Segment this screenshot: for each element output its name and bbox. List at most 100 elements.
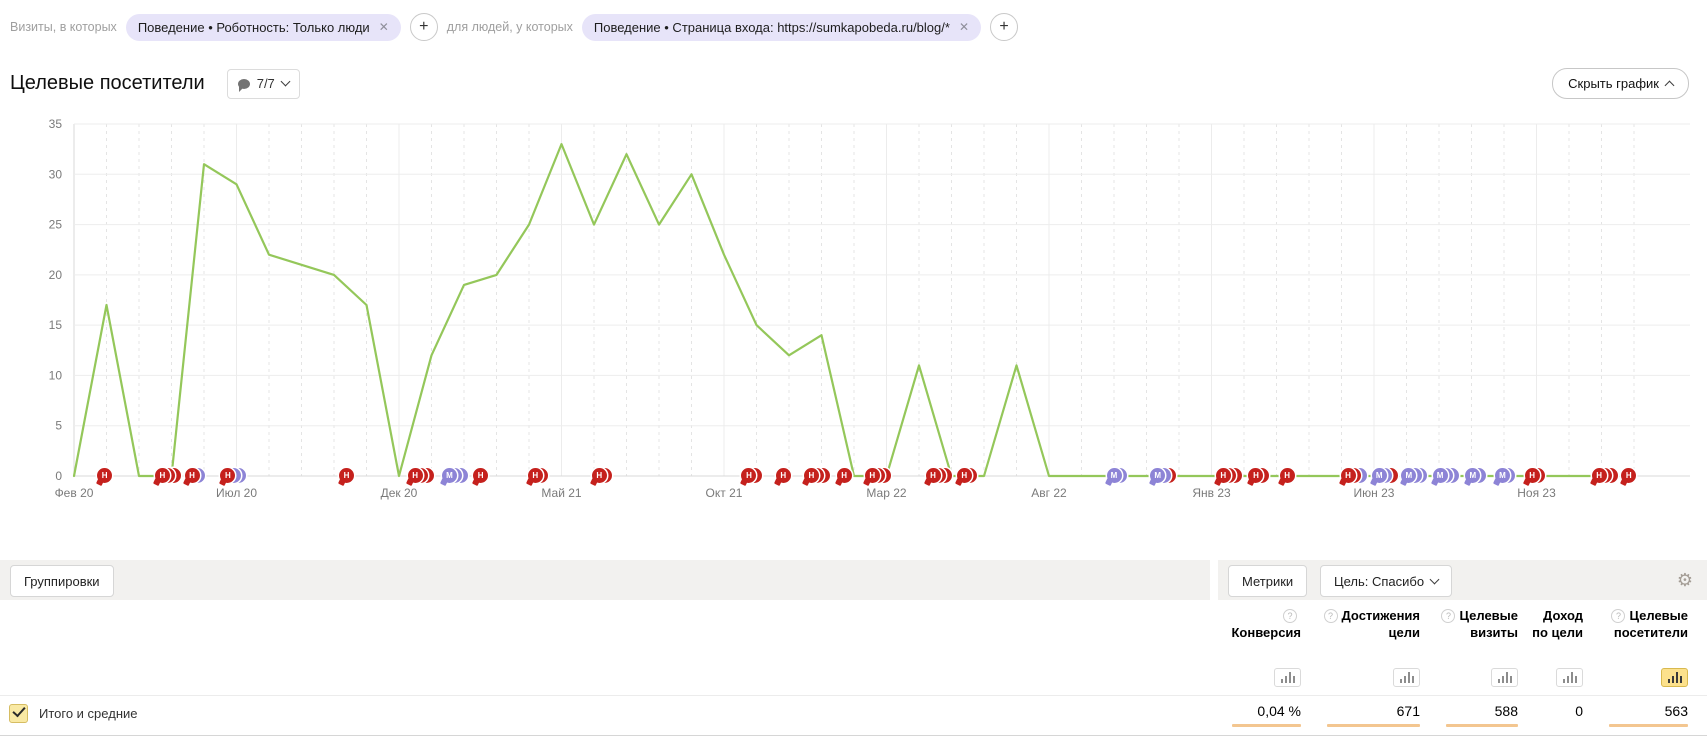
annotation-marker[interactable]: Н <box>591 468 613 483</box>
metric-column: Доход по цели <box>1530 608 1595 688</box>
chart-metric-icon[interactable] <box>1556 668 1583 687</box>
annotation-marker[interactable]: М <box>1371 468 1398 483</box>
comment-bubble-purple: М <box>1150 468 1166 483</box>
annotation-marker[interactable]: Н <box>339 468 354 483</box>
annotation-marker[interactable]: Н <box>741 468 762 483</box>
annotation-marker[interactable]: Н <box>97 468 113 483</box>
annotation-marker[interactable]: Н <box>1621 468 1637 483</box>
annotation-marker[interactable]: Н <box>473 468 489 483</box>
annotation-marker[interactable]: Н <box>527 468 549 483</box>
add-people-filter-button[interactable]: + <box>990 13 1018 41</box>
comment-bubble-red: Н <box>1215 468 1231 483</box>
totals-checkbox[interactable] <box>9 704 28 723</box>
totals-label: Итого и средние <box>39 706 138 721</box>
comment-icon <box>237 78 250 92</box>
totals-cell: 588 <box>1432 696 1530 735</box>
totals-value: 671 <box>1396 703 1420 719</box>
x-axis-label: Май 21 <box>541 486 582 500</box>
chart-metric-icon-selected[interactable] <box>1661 668 1688 687</box>
total-share-bar <box>1232 724 1301 727</box>
comment-bubble-red: Н <box>925 468 941 483</box>
groupings-button[interactable]: Группировки <box>10 565 114 597</box>
help-icon[interactable]: ? <box>1323 609 1338 623</box>
annotation-marker[interactable]: Н <box>1524 468 1546 483</box>
comment-bubble-red: Н <box>184 468 200 483</box>
totals-cell: 563 <box>1595 696 1700 735</box>
help-icon[interactable]: ? <box>1441 609 1456 623</box>
annotation-marker[interactable]: Н <box>775 468 791 483</box>
annotation-marker[interactable]: Н <box>956 468 978 483</box>
annotation-marker[interactable]: Н <box>803 468 830 483</box>
remove-filter-icon[interactable]: ✕ <box>958 20 969 34</box>
x-axis-label: Мар 22 <box>866 486 906 500</box>
comment-bubble-purple: М <box>1494 468 1510 483</box>
goal-select-button[interactable]: Цель: Спасибо <box>1320 565 1453 597</box>
metric-column-header[interactable]: ? Целевые посетители <box>1595 608 1688 660</box>
comment-bubble-purple: М <box>1371 468 1387 483</box>
metric-column-header[interactable]: Доход по цели <box>1532 608 1583 640</box>
annotation-marker[interactable]: Н <box>154 468 181 483</box>
visitors-chart: 0 5 10 15 20 25 30 35 Фев 20 Июл 20 Дек 20 Май 21 Ок… <box>0 115 1707 515</box>
totals-value: 563 <box>1664 703 1688 719</box>
remove-filter-icon[interactable]: ✕ <box>378 20 389 34</box>
annotation-marker[interactable]: М <box>1465 468 1486 483</box>
metric-column-header[interactable]: ? Целевые визиты <box>1432 608 1518 660</box>
annotation-marker[interactable]: М <box>1106 468 1128 483</box>
totals-row: Итого и средние 0,04 % 671 588 0 563 <box>0 695 1707 736</box>
total-share-bar <box>1609 724 1688 727</box>
metric-column-header[interactable]: ? Достижения цели <box>1313 608 1420 660</box>
comment-bubble-red: Н <box>220 468 236 483</box>
annotation-marker[interactable]: Н <box>1340 468 1367 483</box>
annotation-marker[interactable]: Н <box>925 468 952 483</box>
annotation-marker[interactable]: М <box>1401 468 1428 483</box>
metric-column: ? Достижения цели <box>1313 608 1432 688</box>
y-axis-label: 25 <box>49 218 63 232</box>
chart-metric-icon[interactable] <box>1274 668 1301 687</box>
hide-chart-button[interactable]: Скрыть график <box>1552 68 1689 99</box>
annotation-marker[interactable]: Н <box>407 468 434 483</box>
help-icon[interactable]: ? <box>1611 609 1626 623</box>
annotation-marker[interactable]: Н <box>1279 468 1295 483</box>
filter-chip-robots[interactable]: Поведение • Роботность: Только люди ✕ <box>125 13 401 41</box>
x-axis-label: Авг 22 <box>1031 486 1067 500</box>
comment-bubble-purple: М <box>1465 468 1481 483</box>
metrics-button[interactable]: Метрики <box>1228 565 1308 597</box>
totals-value: 588 <box>1494 703 1518 719</box>
x-axis-label: Июн 23 <box>1354 486 1395 500</box>
annotation-marker[interactable]: Н <box>1248 468 1269 483</box>
annotation-marker[interactable]: М <box>1432 468 1459 483</box>
chart-metric-icon[interactable] <box>1491 668 1518 687</box>
filter-chip-robots-label: Поведение • Роботность: Только люди <box>137 19 370 35</box>
chart-metric-icon[interactable] <box>1393 668 1420 687</box>
filter-chip-landing-page[interactable]: Поведение • Страница входа: https://sumk… <box>581 13 981 41</box>
chevron-down-icon <box>280 76 291 87</box>
annotation-marker[interactable]: Н <box>1215 468 1242 483</box>
help-icon[interactable]: ? <box>1283 609 1297 623</box>
annotation-marker[interactable]: М <box>441 468 468 483</box>
metric-column: ?Конверсия <box>1218 608 1313 688</box>
metric-column: ? Целевые посетители <box>1595 608 1700 688</box>
comment-bubble-red: Н <box>1248 468 1264 483</box>
add-filter-button[interactable]: + <box>409 13 438 41</box>
metrics-header-row: ?Конверсия ? Достижения цели? Целевые визит… <box>1218 608 1700 688</box>
annotation-marker[interactable]: Н <box>220 468 247 483</box>
annotation-marker[interactable]: М <box>1150 468 1177 483</box>
annotation-marker[interactable]: М <box>1494 468 1516 483</box>
y-axis-label: 5 <box>55 419 62 433</box>
annotation-marker[interactable]: Н <box>836 468 852 483</box>
comment-bubble-red: Н <box>1524 468 1540 483</box>
annotation-marker[interactable]: Н <box>184 468 206 483</box>
filter-prefix-people: для людей, у которых <box>446 20 573 34</box>
comments-dropdown-button[interactable]: 7/7 <box>226 68 300 99</box>
annotation-marker[interactable]: Н <box>864 468 891 483</box>
comment-bubble-purple: М <box>441 468 457 483</box>
y-axis-label: 0 <box>55 469 62 483</box>
gear-icon[interactable]: ⚙ <box>1676 570 1693 590</box>
annotation-marker[interactable]: Н <box>1591 468 1618 483</box>
comment-bubble-red: Н <box>956 468 972 483</box>
comment-bubble-red: Н <box>591 468 607 483</box>
comment-bubble-red: Н <box>1279 468 1295 483</box>
chart-canvas: 0 5 10 15 20 25 30 35 Фев 20 Июл 20 Дек 20 Май 21 Ок… <box>49 117 1690 500</box>
metric-column-header[interactable]: ?Конверсия <box>1231 609 1301 640</box>
chevron-down-icon <box>1429 574 1440 584</box>
